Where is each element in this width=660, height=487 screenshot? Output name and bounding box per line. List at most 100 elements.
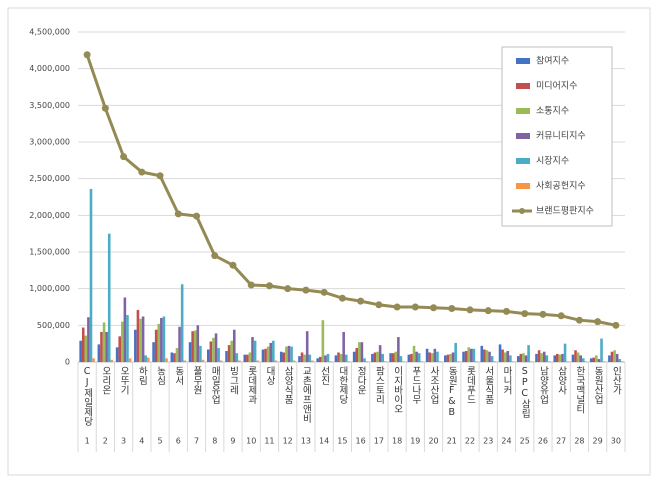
bar bbox=[266, 346, 270, 362]
bar bbox=[339, 353, 343, 362]
x-tick-label: SPC삼립 bbox=[519, 366, 530, 418]
bar bbox=[579, 355, 582, 362]
bar bbox=[199, 345, 202, 362]
line-marker bbox=[83, 51, 91, 59]
bar bbox=[428, 352, 431, 362]
bar bbox=[219, 360, 223, 362]
bar bbox=[363, 358, 366, 362]
rank-label: 22 bbox=[465, 437, 475, 446]
x-tick-label: 풀무원 bbox=[191, 366, 202, 395]
legend-swatch bbox=[516, 58, 530, 64]
x-tick-label: 선진 bbox=[319, 366, 330, 385]
bar bbox=[235, 353, 239, 362]
line-marker bbox=[247, 281, 255, 289]
rank-label: 27 bbox=[556, 437, 566, 446]
bar bbox=[600, 338, 603, 362]
line-marker bbox=[284, 285, 292, 293]
y-tick-label: 4,000,000 bbox=[29, 64, 70, 73]
bar bbox=[436, 351, 439, 362]
bar bbox=[274, 360, 278, 362]
bar bbox=[212, 337, 215, 362]
x-tick-label: 동원F&B bbox=[446, 366, 457, 418]
line-marker bbox=[521, 310, 529, 318]
legend-swatch bbox=[516, 183, 530, 189]
rank-label: 25 bbox=[520, 437, 530, 446]
bar bbox=[464, 351, 468, 362]
rank-label: 7 bbox=[194, 437, 199, 446]
bar bbox=[170, 352, 174, 362]
bar bbox=[540, 353, 543, 362]
bar bbox=[105, 331, 108, 362]
line-marker bbox=[612, 321, 620, 329]
line-marker bbox=[156, 172, 164, 180]
bar bbox=[381, 353, 385, 362]
legend-swatch bbox=[516, 158, 530, 164]
bar bbox=[305, 331, 309, 362]
bar bbox=[162, 316, 166, 362]
bar bbox=[303, 354, 306, 362]
legend-swatch bbox=[516, 108, 530, 114]
bar bbox=[232, 329, 236, 362]
bar bbox=[610, 351, 614, 362]
bar bbox=[261, 349, 265, 362]
bar bbox=[81, 327, 85, 362]
bar bbox=[165, 358, 168, 362]
x-tick-label: 교촌에프앤비 bbox=[300, 366, 311, 424]
bar bbox=[558, 354, 562, 362]
rank-label: 16 bbox=[356, 437, 366, 446]
bar bbox=[376, 351, 379, 362]
bar bbox=[126, 315, 129, 362]
bar bbox=[462, 351, 465, 362]
bar bbox=[430, 353, 434, 362]
bar bbox=[209, 341, 213, 362]
bar bbox=[446, 354, 450, 362]
line-marker bbox=[594, 318, 602, 326]
y-tick-label: 1,500,000 bbox=[29, 248, 70, 257]
bar bbox=[438, 361, 442, 362]
bar bbox=[144, 355, 147, 362]
bar bbox=[352, 351, 356, 362]
bar bbox=[183, 360, 187, 362]
bar bbox=[115, 347, 119, 362]
bar bbox=[524, 355, 528, 362]
x-tick-label: 인산가 bbox=[610, 366, 621, 395]
bar bbox=[378, 345, 382, 362]
line-marker bbox=[411, 303, 419, 311]
bar bbox=[475, 361, 478, 362]
bar bbox=[347, 361, 351, 362]
bar bbox=[248, 352, 252, 362]
bar bbox=[613, 350, 616, 362]
bar bbox=[292, 360, 296, 362]
bar bbox=[415, 351, 418, 362]
bar bbox=[535, 353, 538, 362]
bar bbox=[394, 351, 398, 362]
bar bbox=[191, 331, 194, 362]
bar bbox=[420, 361, 424, 362]
bar bbox=[449, 353, 452, 362]
bar bbox=[243, 354, 247, 362]
x-tick-label: CJ제일제당 bbox=[82, 366, 93, 426]
line-marker bbox=[484, 307, 492, 315]
bar bbox=[589, 358, 593, 362]
bar bbox=[563, 343, 567, 362]
bar bbox=[321, 320, 325, 362]
bar bbox=[561, 353, 564, 362]
bar bbox=[472, 348, 476, 362]
rank-label: 21 bbox=[447, 437, 457, 446]
rank-label: 3 bbox=[121, 437, 126, 446]
line-marker bbox=[502, 307, 510, 315]
bar bbox=[173, 353, 176, 362]
line-marker bbox=[174, 210, 182, 218]
rank-label: 8 bbox=[212, 437, 217, 446]
bar bbox=[285, 346, 288, 362]
bar bbox=[506, 351, 510, 362]
bar bbox=[399, 356, 403, 362]
bar bbox=[175, 348, 179, 362]
bar bbox=[498, 344, 502, 362]
rank-label: 26 bbox=[538, 437, 548, 446]
bar bbox=[595, 355, 598, 362]
bar bbox=[178, 326, 181, 362]
bar bbox=[371, 353, 374, 362]
bar bbox=[84, 335, 88, 362]
bar bbox=[548, 361, 551, 362]
